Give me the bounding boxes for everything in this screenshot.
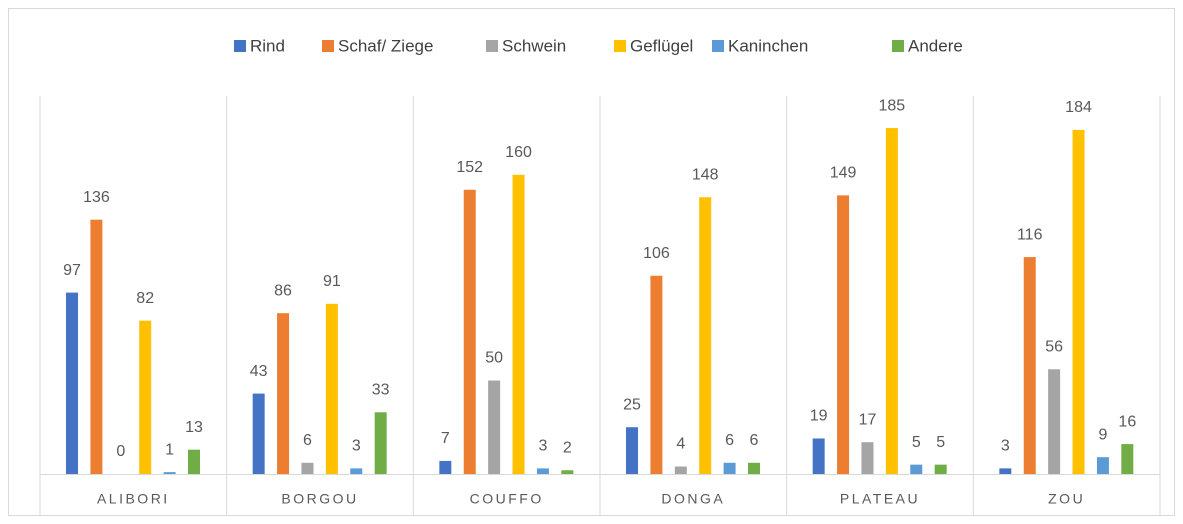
data-label: 160	[505, 144, 532, 161]
data-label: 56	[1045, 338, 1063, 355]
bar	[650, 275, 663, 474]
data-label: 6	[725, 432, 734, 449]
bar	[812, 438, 825, 474]
bar	[1072, 129, 1085, 475]
legend-swatch	[322, 40, 334, 52]
x-tick-label: BORGOU	[281, 491, 358, 507]
bar	[1121, 444, 1134, 474]
bar	[374, 412, 387, 474]
bar	[723, 462, 736, 474]
bar	[188, 449, 200, 474]
bar	[325, 303, 338, 474]
bar	[1023, 257, 1036, 474]
data-label: 19	[810, 408, 828, 425]
data-label: 82	[136, 290, 154, 307]
data-label: 9	[1098, 426, 1107, 443]
data-label: 0	[116, 443, 125, 460]
data-label: 86	[274, 282, 292, 299]
bar	[861, 442, 874, 474]
bar	[748, 462, 760, 474]
data-label: 33	[372, 382, 390, 399]
legend-swatch	[892, 40, 904, 52]
data-label: 91	[323, 273, 341, 290]
x-tick-label: ALIBORI	[97, 491, 170, 507]
data-label: 6	[750, 432, 759, 449]
bar	[90, 219, 103, 474]
bar	[463, 189, 476, 474]
data-label: 3	[1001, 438, 1010, 455]
bar	[699, 197, 712, 475]
data-label: 13	[185, 419, 203, 436]
bar	[277, 313, 290, 474]
data-label: 3	[538, 438, 547, 455]
data-label: 50	[485, 350, 503, 367]
data-label: 17	[859, 411, 877, 428]
data-label: 25	[623, 396, 641, 413]
bar	[488, 380, 501, 474]
data-label: 136	[83, 189, 110, 206]
legend-label: Rind	[250, 36, 285, 55]
data-label: 116	[1017, 226, 1043, 243]
bar	[561, 470, 574, 474]
data-label: 6	[303, 432, 312, 449]
x-tick-label: DONGA	[661, 491, 725, 507]
bar	[439, 460, 452, 474]
bar	[536, 468, 549, 474]
legend-swatch	[234, 40, 246, 52]
data-label: 106	[643, 245, 670, 262]
bar	[626, 427, 638, 474]
legend-swatch	[486, 40, 498, 52]
bar	[674, 466, 687, 474]
data-label: 5	[912, 434, 921, 451]
data-label: 149	[830, 165, 857, 182]
data-label: 185	[879, 97, 906, 114]
bar	[1096, 457, 1109, 474]
chart-border	[8, 8, 1175, 516]
bar	[885, 128, 898, 475]
data-label: 3	[352, 438, 361, 455]
x-tick-label: ZOU	[1048, 491, 1085, 507]
bar	[139, 320, 152, 474]
bar	[252, 393, 265, 474]
x-tick-label: PLATEAU	[840, 491, 920, 507]
legend-label: Andere	[908, 36, 963, 55]
bar	[837, 195, 850, 474]
legend-label: Kaninchen	[728, 36, 808, 55]
data-label: 2	[563, 439, 572, 456]
data-label: 148	[692, 166, 719, 183]
bar	[301, 462, 314, 474]
legend-label: Geflügel	[630, 36, 693, 55]
legend-swatch	[712, 40, 724, 52]
data-label: 4	[676, 436, 685, 453]
data-label: 152	[456, 159, 483, 176]
bar	[66, 292, 78, 474]
legend-label: Schwein	[502, 36, 566, 55]
bar	[999, 468, 1012, 474]
bar	[163, 472, 176, 474]
legend-label: Schaf/ Ziege	[338, 36, 433, 55]
data-label: 16	[1118, 413, 1136, 430]
data-label: 7	[441, 430, 450, 447]
data-label: 184	[1065, 99, 1092, 116]
bar	[934, 464, 947, 474]
x-tick-label: COUFFO	[470, 491, 544, 507]
bar	[910, 464, 923, 474]
bar	[350, 468, 363, 474]
data-label: 43	[250, 363, 268, 380]
bar	[1048, 369, 1061, 474]
data-label: 1	[165, 441, 174, 458]
data-label: 5	[936, 434, 945, 451]
data-label: 97	[63, 262, 81, 279]
legend-swatch	[614, 40, 626, 52]
bar	[512, 174, 525, 475]
